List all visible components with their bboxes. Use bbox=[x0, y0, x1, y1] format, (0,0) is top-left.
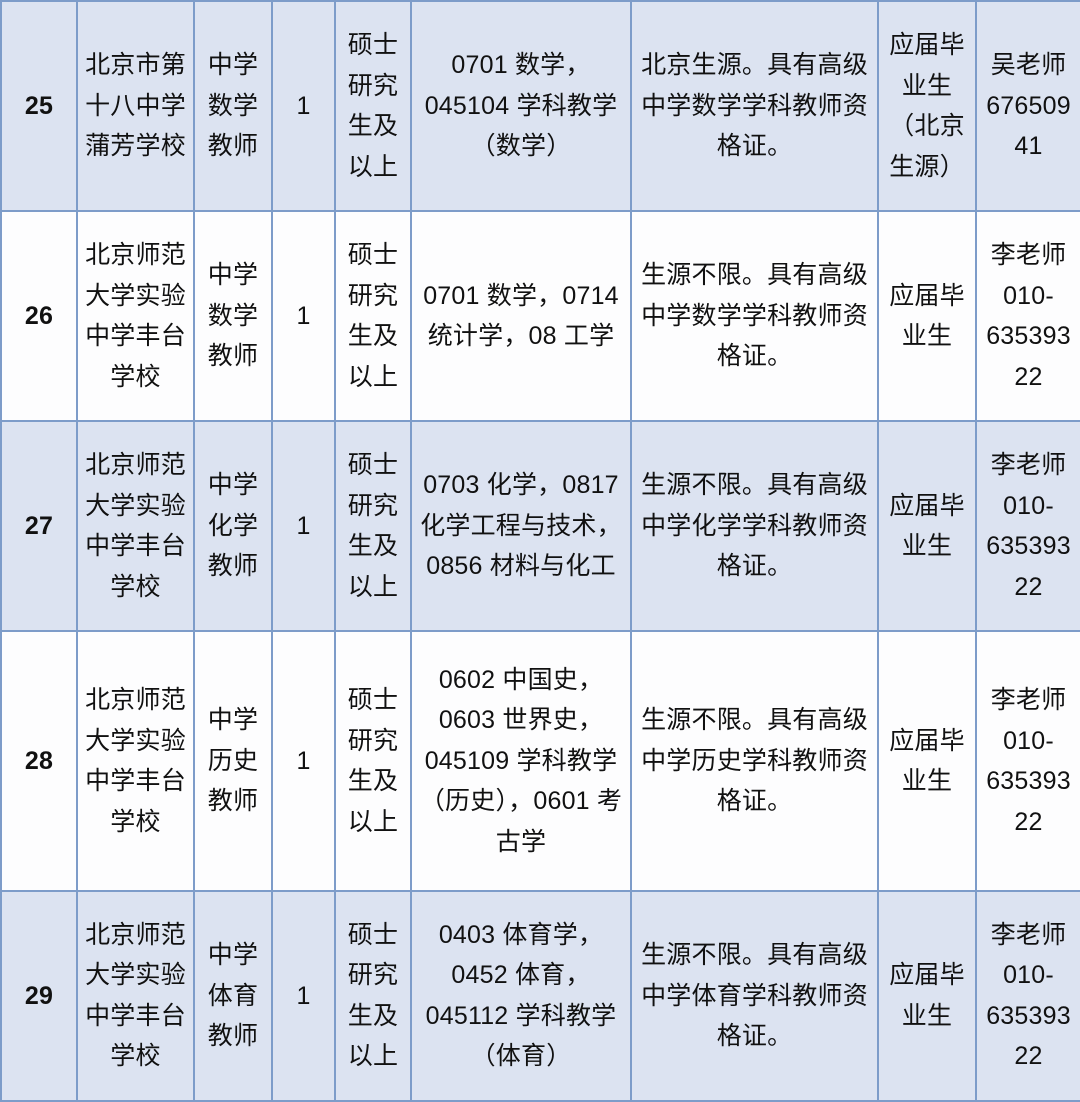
cell-recruitment-target: 应届毕业生 bbox=[877, 420, 977, 633]
cell-contact-info: 李老师010-63539322 bbox=[975, 630, 1080, 892]
cell-contact-info: 李老师010-63539322 bbox=[975, 889, 1080, 1102]
cell-education-requirement: 硕士研究生及以上 bbox=[334, 889, 412, 1102]
cell-employer-unit: 北京师范大学实验中学丰台学校 bbox=[76, 630, 195, 892]
cell-position: 中学体育教师 bbox=[193, 889, 273, 1102]
cell-education-requirement: 硕士研究生及以上 bbox=[334, 210, 412, 423]
table-row: 29 北京师范大学实验中学丰台学校 中学体育教师 1 硕士研究生及以上 0403 体育学，… bbox=[0, 889, 1080, 1102]
cell-position: 中学数学教师 bbox=[193, 0, 273, 213]
table-row: 28 北京师范大学实验中学丰台学校 中学历史教师 1 硕士研究生及以上 0602 中国史，… bbox=[0, 630, 1080, 892]
cell-employer-unit: 北京市第十八中学蒲芳学校 bbox=[76, 0, 195, 213]
cell-other-requirements: 生源不限。具有高级中学数学学科教师资格证。 bbox=[630, 210, 879, 423]
cell-headcount: 1 bbox=[271, 630, 336, 892]
cell-recruitment-target: 应届毕业生 bbox=[877, 630, 977, 892]
cell-recruitment-target: 应届毕业生 bbox=[877, 889, 977, 1102]
cell-headcount: 1 bbox=[271, 889, 336, 1102]
cell-other-requirements: 生源不限。具有高级中学体育学科教师资格证。 bbox=[630, 889, 879, 1102]
cell-major-requirement: 0703 化学，0817 化学工程与技术，0856 材料与化工 bbox=[410, 420, 632, 633]
cell-education-requirement: 硕士研究生及以上 bbox=[334, 0, 412, 213]
cell-employer-unit: 北京师范大学实验中学丰台学校 bbox=[76, 210, 195, 423]
cell-position: 中学数学教师 bbox=[193, 210, 273, 423]
cell-headcount: 1 bbox=[271, 420, 336, 633]
table-row: 25 北京市第十八中学蒲芳学校 中学数学教师 1 硕士研究生及以上 0701 数学，045… bbox=[0, 0, 1080, 213]
cell-recruitment-target: 应届毕业生 bbox=[877, 210, 977, 423]
cell-education-requirement: 硕士研究生及以上 bbox=[334, 630, 412, 892]
cell-other-requirements: 生源不限。具有高级中学化学学科教师资格证。 bbox=[630, 420, 879, 633]
cell-serial-number: 29 bbox=[0, 889, 78, 1102]
cell-employer-unit: 北京师范大学实验中学丰台学校 bbox=[76, 889, 195, 1102]
cell-other-requirements: 北京生源。具有高级中学数学学科教师资格证。 bbox=[630, 0, 879, 213]
cell-major-requirement: 0701 数学，045104 学科教学（数学） bbox=[410, 0, 632, 213]
cell-contact-info: 李老师010-63539322 bbox=[975, 210, 1080, 423]
cell-major-requirement: 0403 体育学，0452 体育，045112 学科教学（体育） bbox=[410, 889, 632, 1102]
cell-contact-info: 吴老师67650941 bbox=[975, 0, 1080, 213]
cell-education-requirement: 硕士研究生及以上 bbox=[334, 420, 412, 633]
cell-serial-number: 27 bbox=[0, 420, 78, 633]
cell-contact-info: 李老师010-63539322 bbox=[975, 420, 1080, 633]
cell-serial-number: 25 bbox=[0, 0, 78, 213]
table-row: 26 北京师范大学实验中学丰台学校 中学数学教师 1 硕士研究生及以上 0701 数学，0… bbox=[0, 210, 1080, 423]
cell-headcount: 1 bbox=[271, 210, 336, 423]
cell-serial-number: 26 bbox=[0, 210, 78, 423]
cell-employer-unit: 北京师范大学实验中学丰台学校 bbox=[76, 420, 195, 633]
cell-recruitment-target: 应届毕业生（北京生源） bbox=[877, 0, 977, 213]
table-row: 27 北京师范大学实验中学丰台学校 中学化学教师 1 硕士研究生及以上 0703 化学，0… bbox=[0, 420, 1080, 633]
cell-position: 中学化学教师 bbox=[193, 420, 273, 633]
cell-major-requirement: 0701 数学，0714 统计学，08 工学 bbox=[410, 210, 632, 423]
cell-major-requirement: 0602 中国史，0603 世界史，045109 学科教学（历史），0601 考… bbox=[410, 630, 632, 892]
cell-serial-number: 28 bbox=[0, 630, 78, 892]
cell-position: 中学历史教师 bbox=[193, 630, 273, 892]
cell-other-requirements: 生源不限。具有高级中学历史学科教师资格证。 bbox=[630, 630, 879, 892]
cell-headcount: 1 bbox=[271, 0, 336, 213]
